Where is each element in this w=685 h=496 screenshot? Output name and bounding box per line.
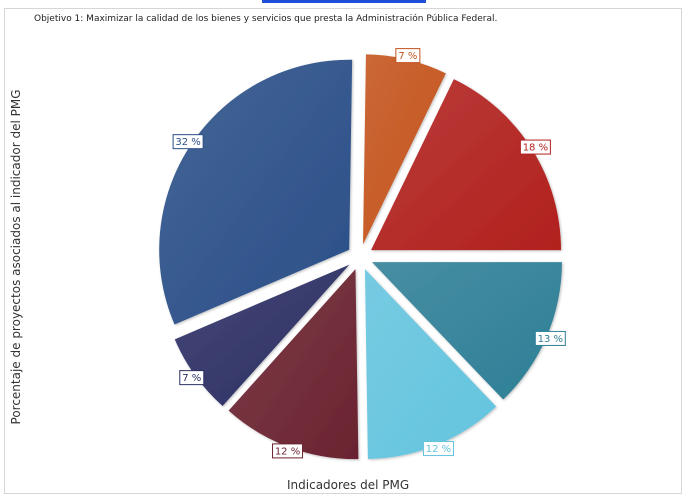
slice-label: 32 % — [172, 134, 204, 150]
pie-labels: 13 % 12 % 12 % 7 % 32 % 7 % 18 % — [172, 48, 566, 459]
slice-label-text: 32 % — [175, 137, 200, 148]
slice-label-box — [272, 443, 304, 459]
slice-label-text: 12 % — [275, 446, 300, 457]
slice-label: 12 % — [272, 443, 304, 459]
slice-label-text: 7 % — [398, 51, 417, 62]
slice-label-text: 12 % — [426, 444, 451, 455]
pie-slice[interactable] — [174, 264, 350, 407]
slice-label: 18 % — [519, 139, 551, 155]
chart-title: Objetivo 1: Maximizar la calidad de los … — [34, 14, 498, 24]
slice-label-text: 18 % — [523, 143, 548, 154]
slice-label-box — [395, 48, 421, 64]
slice-label: 7 % — [395, 48, 421, 64]
pie-slices — [159, 54, 562, 460]
top-link-bar[interactable] — [262, 0, 426, 3]
slice-label-box — [519, 139, 551, 155]
slice-label-box — [534, 330, 566, 346]
pie-slice[interactable] — [364, 269, 497, 460]
slice-label-text: 13 % — [538, 334, 563, 345]
pie-slice[interactable] — [371, 79, 562, 251]
slice-label-box — [179, 370, 205, 386]
slice-label-box — [172, 134, 204, 150]
slice-label-text: 7 % — [182, 373, 201, 384]
pie-slice[interactable] — [363, 54, 446, 245]
x-axis-label: Indicadores del PMG — [287, 478, 410, 492]
slice-label-box — [422, 441, 454, 457]
slice-label: 12 % — [422, 441, 454, 457]
pie-slice[interactable] — [371, 262, 562, 400]
pie-slice[interactable] — [228, 269, 359, 460]
slice-label: 7 % — [179, 370, 205, 386]
pie-slice[interactable] — [159, 59, 353, 325]
slice-label: 13 % — [534, 330, 566, 346]
